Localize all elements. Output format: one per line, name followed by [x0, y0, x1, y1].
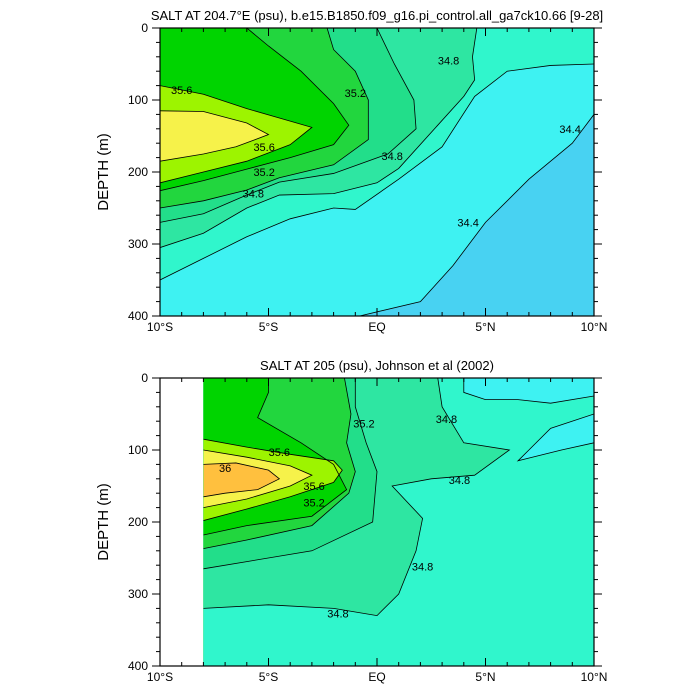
contour-line-35: [203, 378, 378, 570]
contour-label: 35.2: [345, 88, 366, 100]
contour-line-34.6: [160, 63, 594, 281]
contour-label: 35.6: [171, 85, 192, 97]
contour-label: 34.8: [449, 475, 470, 487]
x-axis: 10°S 5°S EQ 5°N 10°N: [147, 28, 607, 334]
x-tick-label: EQ: [368, 670, 385, 684]
panel-2: 35.6 36 35.6 35.2 35.2 34.8 34.8 34.8 34.8 10°S 5°…: [95, 358, 607, 684]
contour-line-34.6: [463, 378, 594, 404]
contour-line-35.4: [203, 378, 348, 536]
contour-label: 36: [219, 463, 231, 475]
panel-1: 35.6 35.234.835.635.234.834.834.434.410°S…: [95, 8, 607, 334]
contour-line-35: [160, 28, 417, 223]
contour-label: 35.2: [353, 418, 374, 430]
contour-label: 34.4: [457, 217, 478, 229]
contour-line-35.8: [160, 110, 270, 162]
contour-line-35.2: [160, 28, 369, 209]
contour-label: 34.8: [243, 189, 264, 201]
band-fill-35.8: [160, 110, 269, 162]
contour-line-35.2: [203, 378, 356, 550]
contour-label: 34.8: [381, 151, 402, 163]
y-tick-label: 300: [128, 237, 148, 251]
x-tick-label: 10°S: [147, 320, 173, 334]
contour-lines: [203, 378, 594, 617]
contour-label: 35.6: [303, 481, 324, 493]
contour-label: 35.2: [303, 498, 324, 510]
contour-line-34.6: [516, 413, 594, 462]
contour-label: 35.2: [253, 167, 274, 179]
contour-line-34.4: [359, 114, 594, 316]
contour-line-35.6: [203, 438, 343, 521]
contour-label: 34.4: [559, 124, 580, 136]
x-tick-label: 10°N: [581, 670, 608, 684]
contour-line-35.6: [160, 85, 313, 184]
salinity-bands: [160, 28, 594, 316]
contour-label: 35.6: [253, 142, 274, 154]
y-axis: 0 100 200 300 400: [128, 21, 602, 323]
contour-lines: [160, 28, 594, 316]
y-tick-label: 0: [141, 21, 148, 35]
y-tick-label: 0: [141, 371, 148, 385]
salinity-bands: [203, 378, 594, 666]
y-axis-title: DEPTH (m): [95, 483, 112, 561]
y-tick-label: 100: [128, 93, 148, 107]
contour-label: 34.8: [436, 414, 457, 426]
x-tick-label: 5°N: [475, 670, 495, 684]
contour-line-35.8: [203, 449, 313, 508]
band-fill-36: [203, 462, 280, 497]
y-tick-label: 300: [128, 587, 148, 601]
x-tick-label: 5°N: [475, 320, 495, 334]
y-axis-title: DEPTH (m): [95, 133, 112, 211]
contour-line-36: [203, 462, 281, 498]
x-tick-label: 5°S: [259, 320, 278, 334]
y-tick-label: 400: [128, 659, 148, 673]
contour-line-34.8: [203, 378, 511, 617]
y-tick-label: 200: [128, 515, 148, 529]
band-fill-34.6: [518, 414, 594, 461]
x-tick-label: EQ: [368, 320, 385, 334]
contour-label: 34.8: [438, 55, 459, 67]
y-tick-label: 200: [128, 165, 148, 179]
x-tick-label: 5°S: [259, 670, 278, 684]
contour-label: 35.6: [269, 447, 290, 459]
chart-title: SALT AT 204.7°E (psu), b.e15.B1850.f09_g…: [151, 8, 603, 23]
x-tick-label: 10°N: [581, 320, 608, 334]
chart-title: SALT AT 205 (psu), Johnson et al (2002): [260, 358, 494, 373]
contour-line-34.8: [160, 28, 478, 248]
contour-line-35.4: [160, 28, 350, 192]
x-axis: 10°S 5°S EQ 5°N 10°N: [147, 378, 607, 684]
contour-label: 34.8: [412, 562, 433, 574]
x-tick-label: 10°S: [147, 670, 173, 684]
contour-label: 34.8: [327, 608, 348, 620]
y-tick-label: 400: [128, 309, 148, 323]
y-axis: 0 100 200 300 400: [128, 371, 602, 673]
y-tick-label: 100: [128, 443, 148, 457]
